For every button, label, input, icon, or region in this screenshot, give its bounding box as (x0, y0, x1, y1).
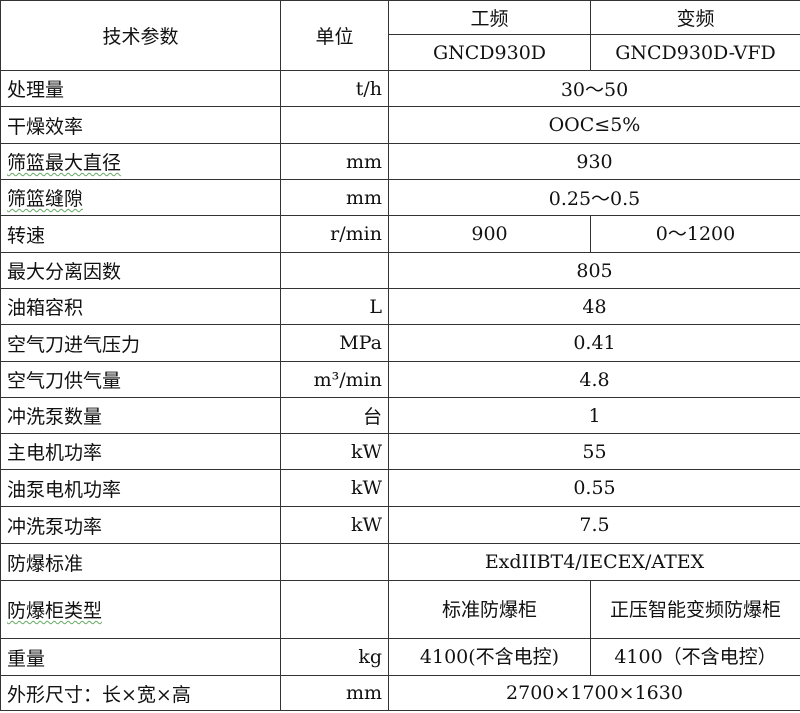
unit-cell: 台 (280, 397, 389, 434)
fixed-value-cell: 标准防爆柜 (388, 580, 591, 639)
param-label: 油泵电机功率 (7, 478, 122, 501)
param-label: 冲洗泵数量 (7, 406, 103, 428)
param-label: 防爆柜类型 (7, 600, 103, 622)
unit-cell: r/min (280, 215, 389, 253)
param-label: 冲洗泵功率 (7, 515, 103, 538)
param-cell: 筛篮最大直径 (0, 143, 281, 180)
header-unit: 单位 (280, 0, 389, 71)
param-label: 转速 (7, 224, 46, 247)
param-label: 筛篮缝隙 (7, 188, 84, 210)
header-variable-model: GNCD930D-VFD (590, 34, 800, 71)
param-label: 筛篮最大直径 (7, 152, 122, 174)
unit-cell: kW (280, 433, 389, 470)
value-cell: 55 (388, 433, 800, 470)
table-row: 主电机功率 kW 55 (0, 433, 800, 470)
variable-value-cell: 4100（不含电控） (590, 638, 800, 676)
value-cell: 4.8 (388, 361, 800, 398)
table-row: 转速 r/min 900 0～1200 (0, 215, 800, 253)
param-cell: 干燥效率 (0, 106, 281, 144)
unit-cell: m³/min (280, 361, 389, 398)
table-row: 空气刀进气压力 MPa 0.41 (0, 324, 800, 362)
table-row: 防爆柜类型 标准防爆柜 正压智能变频防爆柜 (0, 580, 800, 639)
value-cell: 0.55 (388, 469, 800, 507)
value-cell: 1 (388, 397, 800, 434)
param-label: 防爆标准 (7, 552, 84, 575)
table-row: 油泵电机功率 kW 0.55 (0, 469, 800, 507)
header-fixed: 工频 (388, 0, 591, 35)
variable-value-cell: 正压智能变频防爆柜 (590, 580, 800, 639)
table-row: 处理量 t/h 30～50 (0, 70, 800, 107)
param-cell: 筛篮缝隙 (0, 179, 281, 216)
fixed-value-cell: 4100(不含电控) (388, 638, 591, 676)
unit-cell: L (280, 288, 389, 325)
unit-cell: mm (280, 675, 389, 711)
param-cell: 防爆标准 (0, 543, 281, 581)
param-cell: 冲洗泵数量 (0, 397, 281, 434)
unit-cell: MPa (280, 324, 389, 362)
fixed-value-cell: 900 (388, 215, 591, 253)
value-cell: 805 (388, 252, 800, 289)
value-cell: 2700×1700×1630 (388, 675, 800, 711)
param-cell: 处理量 (0, 70, 281, 107)
param-cell: 空气刀供气量 (0, 361, 281, 398)
value-cell: 0.25～0.5 (388, 179, 800, 216)
param-cell: 主电机功率 (0, 433, 281, 470)
param-cell: 转速 (0, 215, 281, 253)
table-row: 筛篮最大直径 mm 930 (0, 143, 800, 180)
param-label: 空气刀进气压力 (7, 333, 141, 356)
table-row: 防爆标准 ExdIIBT4/IECEX/ATEX (0, 543, 800, 581)
param-cell: 油箱容积 (0, 288, 281, 325)
unit-cell: kW (280, 469, 389, 507)
table-row: 筛篮缝隙 mm 0.25～0.5 (0, 179, 800, 216)
table-row: 空气刀供气量 m³/min 4.8 (0, 361, 800, 398)
param-cell: 重量 (0, 638, 281, 676)
header-variable: 变频 (590, 0, 800, 35)
value-cell: 48 (388, 288, 800, 325)
param-label: 油箱容积 (7, 297, 84, 319)
value-cell: 930 (388, 143, 800, 180)
unit-cell (280, 543, 389, 581)
table-row: 冲洗泵数量 台 1 (0, 397, 800, 434)
table-row: 干燥效率 OOC≤5% (0, 106, 800, 144)
unit-cell (280, 252, 389, 289)
unit-cell: t/h (280, 70, 389, 107)
table-row: 最大分离因数 805 (0, 252, 800, 289)
table-row: 外形尺寸：长×宽×高 mm 2700×1700×1630 (0, 675, 800, 711)
table-row: 冲洗泵功率 kW 7.5 (0, 506, 800, 544)
param-cell: 空气刀进气压力 (0, 324, 281, 362)
param-label: 空气刀供气量 (7, 370, 122, 392)
table-row: 油箱容积 L 48 (0, 288, 800, 325)
unit-cell (280, 106, 389, 144)
value-cell: 30～50 (388, 70, 800, 107)
param-label: 主电机功率 (7, 442, 103, 464)
param-cell: 冲洗泵功率 (0, 506, 281, 544)
value-cell: 0.41 (388, 324, 800, 362)
table-row: 重量 kg 4100(不含电控) 4100（不含电控） (0, 638, 800, 676)
variable-value-cell: 0～1200 (590, 215, 800, 253)
value-cell: OOC≤5% (388, 106, 800, 144)
unit-cell: kW (280, 506, 389, 544)
unit-cell (280, 580, 389, 639)
param-cell: 防爆柜类型 (0, 580, 281, 639)
param-label: 最大分离因数 (7, 261, 122, 283)
unit-cell: mm (280, 179, 389, 216)
param-label: 重量 (7, 647, 46, 670)
param-cell: 油泵电机功率 (0, 469, 281, 507)
param-cell: 最大分离因数 (0, 252, 281, 289)
param-label: 干燥效率 (7, 115, 84, 138)
header-fixed-model: GNCD930D (388, 34, 591, 71)
unit-cell: kg (280, 638, 389, 676)
header-param: 技术参数 (0, 0, 281, 71)
unit-cell: mm (280, 143, 389, 180)
value-cell: 7.5 (388, 506, 800, 544)
param-cell: 外形尺寸：长×宽×高 (0, 675, 281, 711)
value-cell: ExdIIBT4/IECEX/ATEX (388, 543, 800, 581)
param-label: 处理量 (7, 79, 65, 101)
param-label: 外形尺寸：长×宽×高 (7, 683, 191, 706)
